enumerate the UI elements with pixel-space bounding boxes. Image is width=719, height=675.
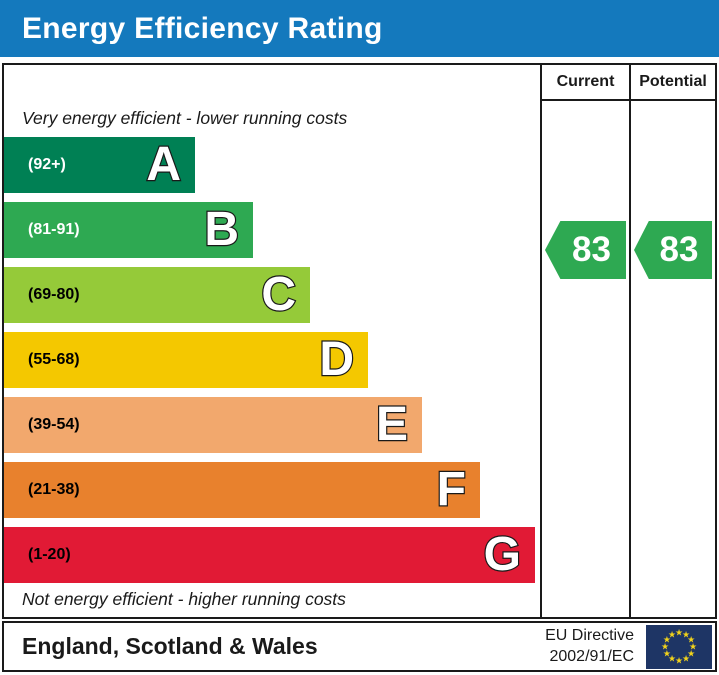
bands: (92+) A (81-91) B (69-80) C bbox=[4, 137, 540, 592]
band-range: (55-68) bbox=[28, 351, 80, 368]
band-letter: B bbox=[203, 203, 240, 256]
current-rating-value: 83 bbox=[572, 230, 611, 269]
eu-star-icon: ★ bbox=[688, 641, 698, 651]
potential-rating-value: 83 bbox=[659, 230, 699, 269]
eu-directive-line2: 2002/91/EC bbox=[549, 647, 634, 665]
band-range: (21-38) bbox=[28, 481, 80, 498]
current-header: Current bbox=[542, 65, 629, 101]
band-row: (92+) A bbox=[4, 137, 540, 202]
page-title: Energy Efficiency Rating bbox=[22, 11, 383, 45]
band-range: (69-80) bbox=[28, 286, 80, 303]
footer-region-label: England, Scotland & Wales bbox=[22, 633, 318, 659]
band-range: (92+) bbox=[28, 156, 66, 173]
rating-table: Very energy efficient - lower running co… bbox=[2, 63, 717, 619]
current-rating-arrow: 83 bbox=[545, 221, 626, 279]
band-letter: E bbox=[375, 398, 409, 451]
band-row: (21-38) F bbox=[4, 462, 540, 527]
eu-flag-icon: ★ ★ ★ ★ ★ ★ ★ ★ ★ ★ ★ ★ bbox=[646, 624, 712, 669]
band-range: (39-54) bbox=[28, 416, 80, 433]
eu-star-icon: ★ bbox=[662, 634, 671, 644]
band-range: (1-20) bbox=[28, 546, 71, 563]
band-row: (55-68) D bbox=[4, 332, 540, 397]
band-bar-a: (92+) A bbox=[4, 137, 195, 193]
band-letter: D bbox=[318, 333, 355, 386]
eu-star-icon: ★ bbox=[687, 648, 696, 658]
band-bar-c: (69-80) C bbox=[4, 267, 310, 323]
band-letter: A bbox=[145, 138, 182, 191]
band-bar-e: (39-54) E bbox=[4, 397, 422, 453]
eu-directive-line1: EU Directive bbox=[545, 626, 634, 644]
band-range: (81-91) bbox=[28, 221, 80, 238]
band-bar-f: (21-38) F bbox=[4, 462, 480, 518]
bands-area: Very energy efficient - lower running co… bbox=[4, 65, 540, 617]
potential-column: Potential 83 bbox=[629, 65, 715, 617]
top-note: Very energy efficient - lower running co… bbox=[22, 108, 348, 128]
eu-star-icon: ★ bbox=[674, 655, 684, 665]
eu-star-icon: ★ bbox=[674, 627, 684, 637]
band-bar-b: (81-91) B bbox=[4, 202, 253, 258]
band-row: (1-20) G bbox=[4, 527, 540, 592]
eu-star-icon: ★ bbox=[681, 653, 691, 664]
band-row: (69-80) C bbox=[4, 267, 540, 332]
eu-star-icon: ★ bbox=[681, 628, 691, 639]
bottom-note: Not energy efficient - higher running co… bbox=[22, 588, 346, 609]
current-column: Current 83 bbox=[540, 65, 629, 617]
band-row: (39-54) E bbox=[4, 397, 540, 462]
eu-star-icon: ★ bbox=[662, 648, 671, 658]
potential-header: Potential bbox=[631, 65, 715, 101]
eu-star-icon: ★ bbox=[687, 634, 696, 644]
footer: England, Scotland & Wales EU Directive 2… bbox=[2, 621, 717, 672]
band-letter: G bbox=[482, 528, 522, 581]
eu-star-icon: ★ bbox=[660, 641, 670, 651]
eu-star-icon: ★ bbox=[667, 653, 677, 664]
band-bar-g: (1-20) G bbox=[4, 527, 535, 583]
potential-rating-arrow: 83 bbox=[634, 221, 712, 279]
title-bar: Energy Efficiency Rating bbox=[0, 0, 719, 57]
band-letter: C bbox=[260, 268, 297, 321]
eu-star-icon: ★ bbox=[667, 628, 677, 639]
band-letter: F bbox=[435, 463, 467, 516]
band-row: (81-91) B bbox=[4, 202, 540, 267]
band-bar-d: (55-68) D bbox=[4, 332, 368, 388]
eu-directive-label: EU Directive 2002/91/EC bbox=[545, 626, 646, 668]
